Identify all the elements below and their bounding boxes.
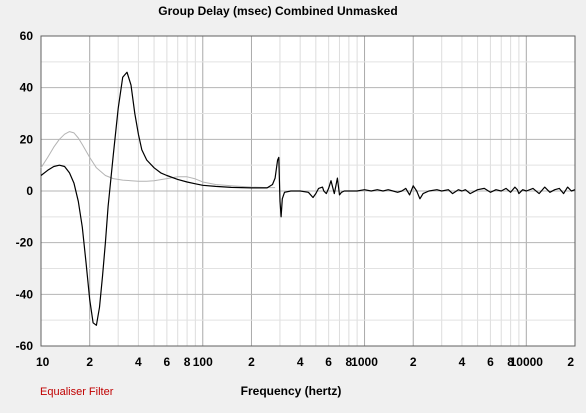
x-tick-label: 10000: [510, 355, 544, 369]
y-tick-label: -60: [16, 339, 34, 353]
x-tick-label: 8: [184, 355, 191, 369]
equaliser-filter-label: Equaliser Filter: [40, 386, 114, 398]
x-tick-label: 2: [86, 355, 93, 369]
x-tick-label: 8: [346, 355, 353, 369]
y-tick-label: 20: [20, 132, 34, 146]
x-tick-label: 10: [36, 355, 50, 369]
x-tick-label: 6: [487, 355, 494, 369]
plot-frame: [40, 35, 576, 347]
x-tick-label: 2: [248, 355, 255, 369]
x-tick-label: 4: [297, 355, 304, 369]
y-tick-label: -40: [16, 287, 34, 301]
x-tick-label: 8: [507, 355, 514, 369]
y-tick-label: 40: [20, 81, 34, 95]
series-line-1: [40, 131, 276, 189]
x-tick-label: 6: [164, 355, 171, 369]
x-tick-label: 100: [193, 355, 213, 369]
x-tick-label: 1000: [351, 355, 378, 369]
x-tick-label: 2: [567, 355, 574, 369]
x-tick-label: 6: [325, 355, 332, 369]
series-line-2: [40, 71, 576, 326]
y-tick-label: 60: [20, 29, 34, 43]
x-tick-label: 4: [135, 355, 142, 369]
y-tick-label: -20: [16, 236, 34, 250]
chart-title: Group Delay (msec) Combined Unmasked: [158, 4, 397, 18]
x-tick-label: 4: [459, 355, 466, 369]
x-tick-label: 2: [410, 355, 417, 369]
y-tick-label: 0: [26, 184, 33, 198]
x-axis-label: Frequency (hertz): [241, 384, 342, 398]
